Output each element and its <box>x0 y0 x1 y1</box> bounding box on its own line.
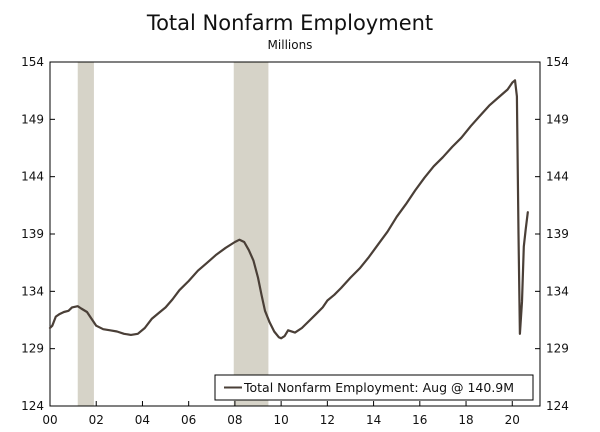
x-tick-label: 08 <box>227 413 242 427</box>
x-tick-label: 16 <box>412 413 427 427</box>
x-tick-label: 20 <box>505 413 520 427</box>
y-tick-label-right: 139 <box>546 227 569 241</box>
x-tick-label: 12 <box>320 413 335 427</box>
x-tick-label: 00 <box>42 413 57 427</box>
legend: Total Nonfarm Employment: Aug @ 140.9M <box>214 374 534 401</box>
y-tick-label-right: 134 <box>546 284 569 298</box>
series-layer <box>48 79 529 340</box>
x-tick-label: 02 <box>89 413 104 427</box>
y-tick-label-left: 129 <box>21 342 44 356</box>
x-tick-label: 04 <box>135 413 150 427</box>
legend-entry: Total Nonfarm Employment: Aug @ 140.9M <box>243 380 514 395</box>
y-tick-label-left: 124 <box>21 399 44 413</box>
chart-subtitle: Millions <box>268 38 313 52</box>
recession-band-0 <box>77 62 94 406</box>
recession-shading <box>77 62 269 406</box>
x-tick-label: 10 <box>273 413 288 427</box>
y-tick-label-right: 144 <box>546 170 569 184</box>
y-tick-label-right: 154 <box>546 55 569 69</box>
legend-box <box>214 374 534 401</box>
x-tick-label: 14 <box>366 413 381 427</box>
x-tick-label: 18 <box>458 413 473 427</box>
y-tick-label-right: 149 <box>546 112 569 126</box>
y-tick-label-left: 154 <box>21 55 44 69</box>
y-tick-label-left: 149 <box>21 112 44 126</box>
y-tick-label-left: 134 <box>21 284 44 298</box>
y-tick-label-right: 124 <box>546 399 569 413</box>
x-tick-label: 06 <box>181 413 196 427</box>
series-line-0 <box>48 79 529 340</box>
axes: 124 124 129 129 134 134 139 139 144 144 149 149 154 1… <box>21 55 569 427</box>
chart-title: Total Nonfarm Employment <box>146 11 433 35</box>
y-tick-label-right: 129 <box>546 342 569 356</box>
y-tick-label-left: 139 <box>21 227 44 241</box>
recession-band-1 <box>233 62 269 406</box>
plot-frame <box>49 61 541 407</box>
y-tick-label-left: 144 <box>21 170 44 184</box>
